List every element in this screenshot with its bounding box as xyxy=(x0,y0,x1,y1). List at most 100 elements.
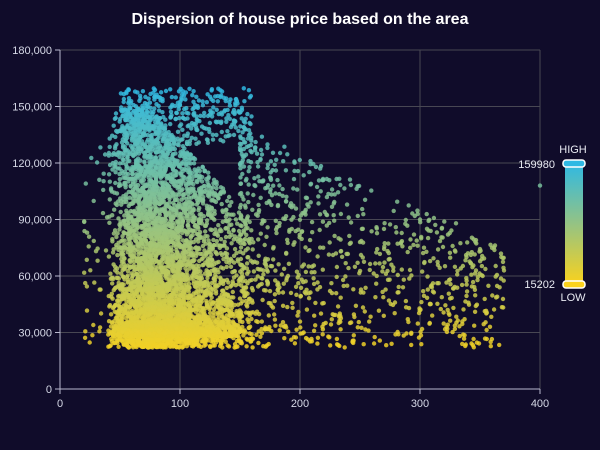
data-point xyxy=(195,289,201,294)
data-point xyxy=(123,302,128,308)
data-point xyxy=(187,247,192,252)
data-point xyxy=(158,165,163,170)
data-point xyxy=(271,257,276,262)
data-point xyxy=(160,239,165,245)
data-point xyxy=(146,169,151,174)
data-point xyxy=(170,167,176,172)
data-point xyxy=(167,196,172,202)
data-point xyxy=(201,214,206,219)
data-point xyxy=(131,272,136,277)
data-point xyxy=(170,263,175,269)
data-point xyxy=(159,216,164,222)
data-point xyxy=(157,298,162,303)
data-point xyxy=(191,161,197,166)
data-point xyxy=(139,309,145,314)
data-point xyxy=(121,294,127,299)
data-point xyxy=(187,169,192,175)
data-point xyxy=(209,268,214,274)
data-point xyxy=(131,189,136,195)
data-point xyxy=(170,156,176,162)
data-point xyxy=(186,166,191,171)
data-point xyxy=(166,287,171,293)
data-point xyxy=(223,214,229,219)
data-point xyxy=(218,275,223,280)
data-point xyxy=(203,229,208,234)
data-point xyxy=(188,304,193,310)
data-point xyxy=(148,226,153,231)
data-point xyxy=(188,235,193,240)
data-point xyxy=(196,196,201,202)
data-point xyxy=(148,220,153,225)
data-point xyxy=(120,234,125,239)
data-point xyxy=(136,252,141,257)
data-point xyxy=(199,299,204,304)
data-point xyxy=(185,295,190,300)
data-point xyxy=(218,265,224,270)
data-point xyxy=(158,161,163,166)
data-point xyxy=(148,253,153,258)
data-point xyxy=(150,214,155,220)
data-point xyxy=(190,218,195,224)
data-point xyxy=(211,313,216,318)
data-point xyxy=(110,167,115,172)
data-point xyxy=(121,230,126,235)
data-point xyxy=(178,171,183,176)
data-point xyxy=(119,140,125,145)
data-point xyxy=(183,211,188,216)
data-point xyxy=(141,219,147,224)
data-point xyxy=(160,314,165,320)
data-point xyxy=(251,269,257,274)
data-point xyxy=(163,265,168,270)
data-point xyxy=(234,333,239,338)
x-tick-label: 400 xyxy=(531,398,549,410)
data-point xyxy=(169,274,174,279)
data-point xyxy=(196,239,201,244)
data-point xyxy=(211,333,216,338)
data-point xyxy=(209,205,214,210)
data-point xyxy=(249,236,254,242)
data-point xyxy=(183,240,188,246)
data-point xyxy=(135,231,141,236)
data-point xyxy=(208,310,213,316)
data-point xyxy=(215,298,220,303)
data-point xyxy=(135,172,141,178)
data-point xyxy=(136,209,141,215)
data-point xyxy=(178,256,184,261)
data-point xyxy=(155,191,161,196)
data-point xyxy=(119,338,124,343)
data-point xyxy=(204,338,209,343)
data-point xyxy=(219,252,225,258)
data-point xyxy=(112,340,118,346)
data-point xyxy=(214,186,219,191)
data-point xyxy=(226,194,232,200)
data-point xyxy=(200,256,205,261)
data-point xyxy=(196,293,202,298)
data-point xyxy=(174,247,179,253)
data-point xyxy=(229,200,234,205)
data-point xyxy=(191,258,196,263)
data-point xyxy=(186,308,191,313)
data-point xyxy=(116,276,122,281)
data-point xyxy=(162,146,167,151)
data-point xyxy=(120,143,126,148)
data-point xyxy=(119,249,124,255)
data-point xyxy=(133,175,138,181)
data-point xyxy=(180,161,185,166)
data-point xyxy=(106,254,112,259)
data-point xyxy=(203,305,209,311)
data-point xyxy=(117,310,123,315)
data-point xyxy=(204,190,210,195)
data-point xyxy=(111,304,117,310)
data-point xyxy=(187,157,192,162)
data-point xyxy=(143,252,149,257)
data-point xyxy=(116,294,121,299)
data-point xyxy=(143,280,149,286)
data-point xyxy=(118,323,124,328)
data-point xyxy=(107,220,112,225)
data-point xyxy=(200,328,206,333)
data-point xyxy=(214,182,219,187)
data-point xyxy=(168,228,173,233)
data-point xyxy=(224,264,229,270)
data-point xyxy=(215,334,221,339)
data-point xyxy=(182,306,187,312)
